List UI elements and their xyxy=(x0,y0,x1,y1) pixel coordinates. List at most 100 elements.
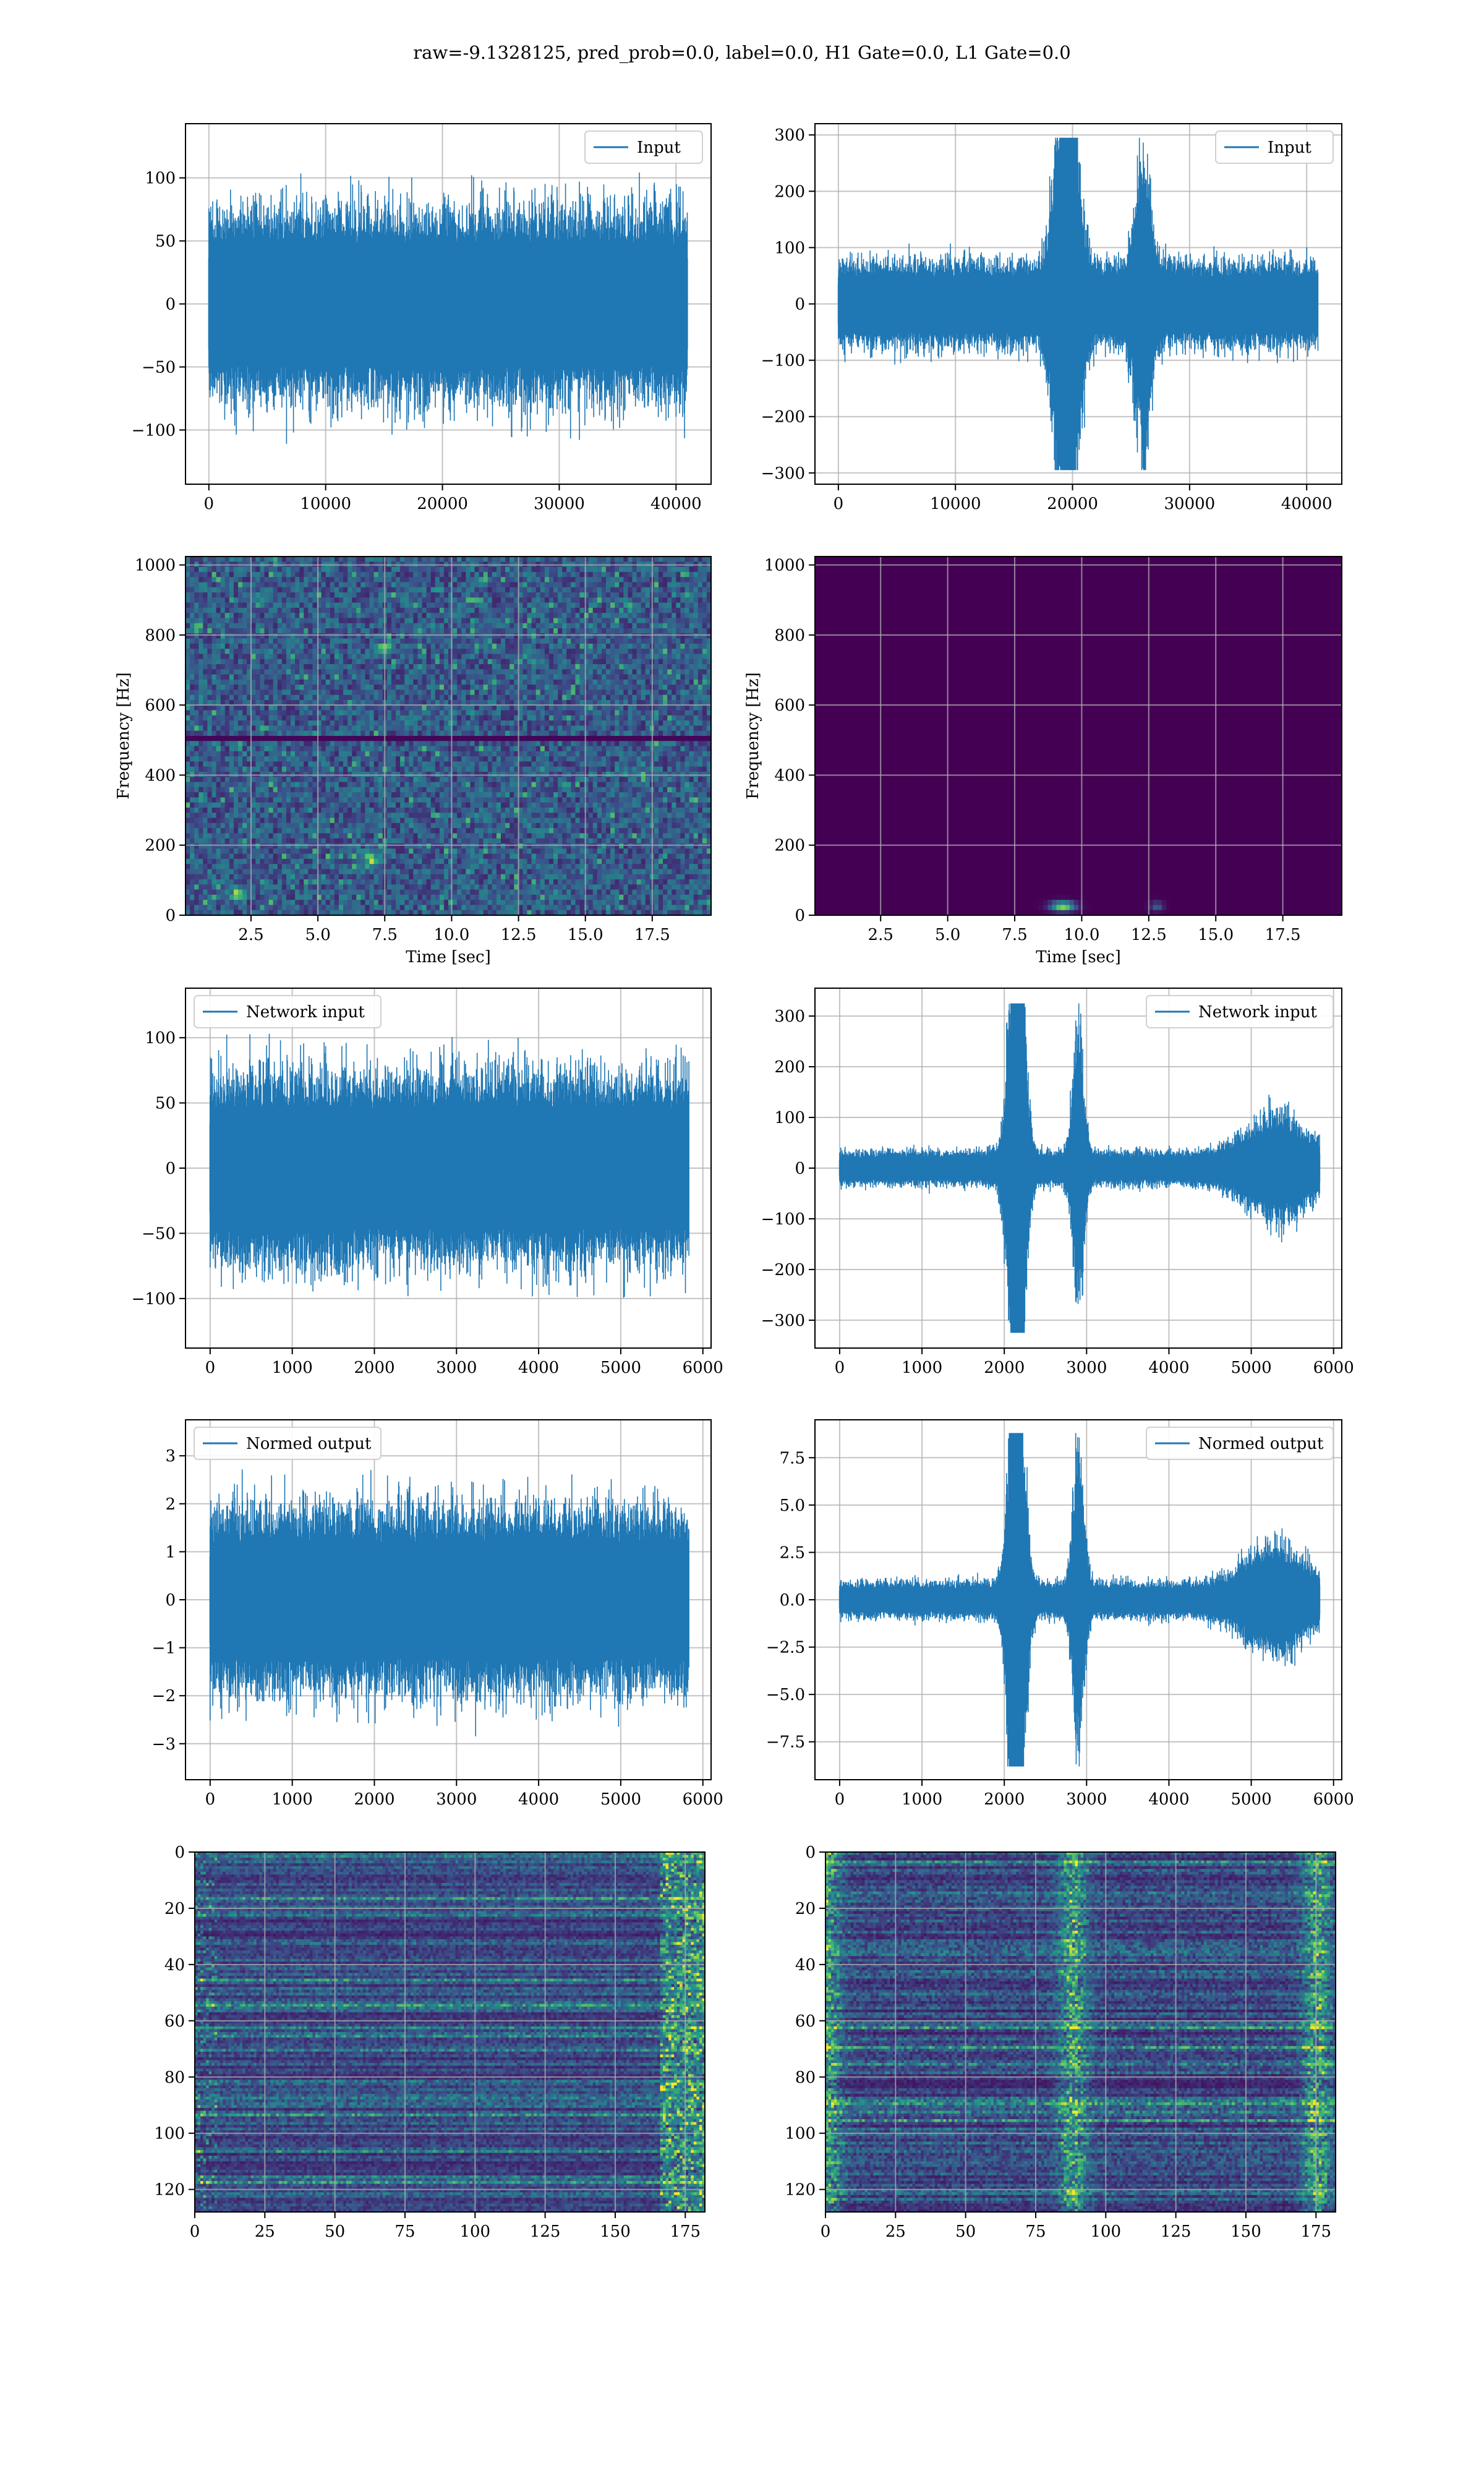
x-tick-label: 2.5 xyxy=(238,926,263,944)
x-tick-label: 75 xyxy=(394,2222,415,2241)
x-tick-label: 1000 xyxy=(902,1359,942,1377)
x-tick-label: 17.5 xyxy=(1265,926,1301,944)
y-tick-label: 0 xyxy=(805,1843,816,1862)
y-tick-label: 100 xyxy=(154,2125,185,2143)
y-tick-label: 2 xyxy=(165,1495,176,1514)
x-tick-label: 5000 xyxy=(1230,1790,1271,1809)
legend-label: Normed output xyxy=(246,1435,372,1453)
x-axis-label: Time [sec] xyxy=(1036,948,1121,967)
y-tick-label: 100 xyxy=(785,2125,816,2143)
x-tick-label: 3000 xyxy=(436,1790,477,1809)
y-tick-label: 80 xyxy=(164,2068,185,2087)
x-tick-label: 0 xyxy=(834,495,844,513)
y-axis-label: Frequency [Hz] xyxy=(114,672,133,800)
y-tick-label: −2 xyxy=(152,1687,176,1705)
x-tick-label: 4000 xyxy=(1148,1790,1189,1809)
series-core xyxy=(210,1124,689,1213)
x-tick-label: 75 xyxy=(1025,2222,1046,2241)
y-tick-label: 3 xyxy=(165,1447,176,1466)
x-tick-label: 30000 xyxy=(534,495,585,513)
x-tick-label: 5000 xyxy=(1230,1359,1271,1377)
x-tick-label: 4000 xyxy=(518,1790,559,1809)
x-tick-label: 30000 xyxy=(1164,495,1216,513)
y-tick-label: −50 xyxy=(142,358,176,377)
y-tick-label: −1 xyxy=(152,1639,176,1658)
y-tick-label: 0 xyxy=(165,1159,176,1178)
y-tick-label: 0.0 xyxy=(780,1591,805,1610)
x-tick-label: 1000 xyxy=(902,1790,942,1809)
y-tick-label: 200 xyxy=(774,837,805,855)
x-tick-label: 100 xyxy=(459,2222,490,2241)
y-tick-label: 5.0 xyxy=(780,1496,805,1515)
x-tick-label: 3000 xyxy=(1066,1790,1107,1809)
x-tick-label: 50 xyxy=(325,2222,345,2241)
y-tick-label: 2.5 xyxy=(780,1543,805,1562)
x-tick-label: 5000 xyxy=(600,1359,641,1377)
y-tick-label: 20 xyxy=(795,1900,816,1918)
y-tick-label: 200 xyxy=(774,182,805,201)
y-tick-label: 300 xyxy=(774,1007,805,1026)
y-tick-label: 400 xyxy=(774,766,805,785)
heatmap-cells xyxy=(195,1852,706,2213)
y-tick-label: −2.5 xyxy=(766,1639,805,1657)
heatmap-cells xyxy=(825,1852,1336,2213)
x-tick-label: 5.0 xyxy=(935,926,960,944)
y-tick-label: 50 xyxy=(155,233,176,251)
x-tick-label: 6000 xyxy=(1313,1790,1354,1809)
x-tick-label: 2000 xyxy=(354,1790,394,1809)
x-tick-label: 10000 xyxy=(300,495,351,513)
y-tick-label: 200 xyxy=(774,1058,805,1077)
y-tick-label: 600 xyxy=(774,696,805,715)
legend-label: Normed output xyxy=(1198,1435,1324,1453)
x-tick-label: 5.0 xyxy=(305,926,330,944)
y-tick-label: 1000 xyxy=(135,557,176,575)
x-tick-label: 2000 xyxy=(984,1359,1025,1377)
y-tick-label: 100 xyxy=(774,239,805,257)
y-tick-label: 1000 xyxy=(764,557,805,575)
y-tick-label: 80 xyxy=(795,2068,816,2087)
x-tick-label: 20000 xyxy=(417,495,468,513)
y-tick-label: 0 xyxy=(165,907,176,925)
y-axis-label: Frequency [Hz] xyxy=(744,672,762,800)
y-tick-label: 50 xyxy=(155,1095,176,1113)
y-tick-label: −200 xyxy=(761,408,805,427)
x-tick-label: 3000 xyxy=(436,1359,477,1377)
x-tick-label: 10000 xyxy=(930,495,981,513)
x-tick-label: 7.5 xyxy=(372,926,398,944)
x-tick-label: 175 xyxy=(670,2222,701,2241)
y-tick-label: −5.0 xyxy=(766,1686,805,1704)
y-tick-label: 0 xyxy=(795,296,805,314)
x-tick-label: 50 xyxy=(955,2222,976,2241)
y-tick-label: −100 xyxy=(761,1210,805,1229)
y-tick-label: −300 xyxy=(761,464,805,483)
x-tick-label: 125 xyxy=(1161,2222,1192,2241)
heatmap-cells xyxy=(186,557,712,916)
x-tick-label: 6000 xyxy=(683,1790,723,1809)
y-tick-label: 20 xyxy=(164,1900,185,1918)
x-tick-label: 0 xyxy=(190,2222,200,2241)
x-tick-label: 175 xyxy=(1300,2222,1331,2241)
y-tick-label: 60 xyxy=(795,2012,816,2031)
x-tick-label: 125 xyxy=(530,2222,561,2241)
x-tick-label: 10.0 xyxy=(433,926,469,944)
y-tick-label: 0 xyxy=(165,296,176,314)
y-tick-label: −100 xyxy=(132,421,176,440)
y-tick-label: 0 xyxy=(165,1591,176,1610)
legend: Normed output xyxy=(1146,1427,1333,1459)
y-tick-label: 100 xyxy=(145,169,176,188)
x-tick-label: 5000 xyxy=(600,1790,641,1809)
y-tick-label: −7.5 xyxy=(766,1733,805,1752)
y-tick-label: −300 xyxy=(761,1312,805,1330)
y-tick-label: 100 xyxy=(145,1029,176,1048)
x-tick-label: 6000 xyxy=(683,1359,723,1377)
